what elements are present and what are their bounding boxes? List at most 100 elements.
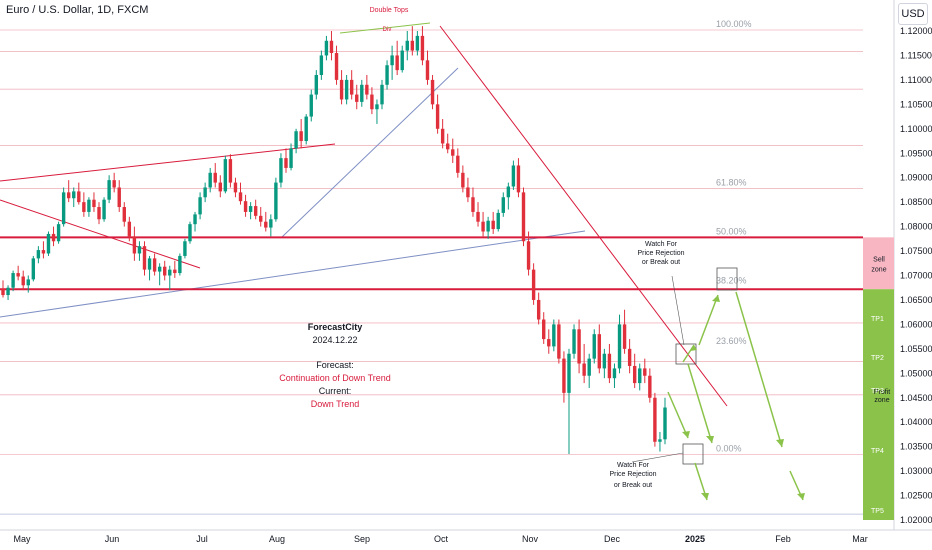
target-box-upper	[716, 267, 738, 291]
candle-body	[643, 368, 647, 376]
watch-note-top: Watch For Price Rejection or Break out	[637, 241, 684, 266]
time-tick: Mar	[852, 534, 868, 544]
currency-button[interactable]: USD	[898, 3, 928, 25]
candle-body	[481, 221, 485, 232]
candle-body	[41, 250, 46, 254]
candle-body	[612, 368, 617, 379]
fib-label: 100.00%	[716, 19, 752, 29]
candle-body	[456, 155, 460, 173]
sell-zone-box	[863, 237, 894, 290]
candle-body	[127, 221, 132, 237]
candle-body	[440, 128, 445, 144]
candle-body	[142, 246, 147, 270]
candle-body	[97, 207, 101, 220]
candle-body	[112, 180, 116, 188]
arrowhead-5	[682, 431, 690, 438]
candle-body	[11, 273, 15, 288]
author-label: ForecastCity	[308, 322, 363, 332]
candle-body	[6, 287, 10, 296]
arrowhead-3	[776, 439, 784, 447]
arrowhead-1	[690, 345, 697, 351]
price-tick: 1.05500	[900, 344, 932, 354]
time-tick: Jul	[196, 534, 208, 544]
fib-label: 38.20%	[716, 275, 747, 285]
price-tick: 1.04000	[900, 417, 932, 427]
candle-body	[339, 79, 344, 100]
fib-label: 23.60%	[716, 336, 747, 346]
forecast-label: Forecast:	[316, 360, 354, 370]
candle-body	[198, 197, 202, 215]
projection-arrows	[667, 291, 804, 501]
time-tick: Dec	[604, 534, 621, 544]
candle-body	[648, 375, 652, 398]
candle-body	[622, 324, 627, 349]
candle-body	[26, 279, 30, 286]
tp-label-1: TP1	[871, 316, 884, 323]
time-tick: Sep	[354, 534, 370, 544]
candle-body	[349, 79, 354, 95]
candle-body	[415, 35, 420, 51]
candle-body	[82, 202, 86, 212]
candle-body	[203, 187, 207, 198]
candle-body	[370, 94, 374, 110]
profit-zone-label-2: zone	[874, 397, 889, 404]
candle-body	[107, 180, 111, 200]
candle-body	[582, 363, 586, 376]
tp-label-4: TP4	[871, 448, 884, 455]
price-tick: 1.03500	[900, 442, 932, 452]
price-tick: 1.07000	[900, 271, 932, 281]
price-tick: 1.06000	[900, 319, 932, 329]
watch-note-bottom-line2: Price Rejection	[609, 471, 656, 478]
price-tick: 1.11500	[900, 50, 932, 60]
arrowhead-6	[701, 493, 709, 500]
candle-body	[324, 40, 329, 56]
rising-trendline	[281, 67, 459, 238]
candle-body	[627, 348, 632, 366]
arrow-down-long	[735, 291, 783, 448]
fib-label: 0.00%	[716, 443, 742, 453]
price-tick: 1.05000	[900, 368, 932, 378]
candle-body	[208, 172, 212, 188]
candle-body	[51, 233, 56, 242]
support-trendline	[0, 230, 586, 318]
double-top-line	[339, 22, 431, 34]
tp-label-3: TP3	[871, 388, 884, 395]
time-tick: Nov	[522, 534, 539, 544]
current-label: Current:	[319, 386, 352, 396]
divergence-label: Div	[383, 27, 392, 33]
candle-body	[122, 207, 126, 222]
candle-body	[61, 192, 66, 225]
candle-body	[137, 246, 142, 254]
candle-body	[21, 276, 25, 286]
candle-body	[355, 94, 359, 102]
candle-body	[218, 182, 222, 192]
price-tick: 1.07500	[900, 246, 932, 256]
candle-body	[435, 104, 440, 129]
price-tick: 1.09500	[900, 148, 932, 158]
price-tick: 1.10000	[900, 124, 932, 134]
candle-body	[72, 191, 76, 199]
candle-body	[284, 158, 288, 168]
price-tick: 1.09000	[900, 173, 932, 183]
candle-body	[309, 94, 313, 117]
candle-body	[410, 40, 415, 51]
candle-body	[279, 158, 283, 183]
rejection-box-mid	[675, 343, 697, 365]
time-tick: Oct	[434, 534, 449, 544]
note-pointer-bottom	[631, 452, 684, 463]
candle-body	[334, 53, 339, 80]
candle-body	[617, 324, 622, 369]
candle-body	[36, 250, 41, 259]
candle-body	[46, 233, 51, 254]
candle-body	[420, 35, 425, 61]
candle-body	[385, 65, 389, 85]
down-trendline	[439, 25, 728, 407]
time-tick: Jun	[105, 534, 120, 544]
candle-body	[663, 407, 667, 440]
candle-body	[632, 365, 637, 384]
price-tick: 1.08000	[900, 222, 932, 232]
candle-body	[66, 192, 71, 199]
time-tick: Feb	[775, 534, 791, 544]
price-tick: 1.04500	[900, 393, 932, 403]
